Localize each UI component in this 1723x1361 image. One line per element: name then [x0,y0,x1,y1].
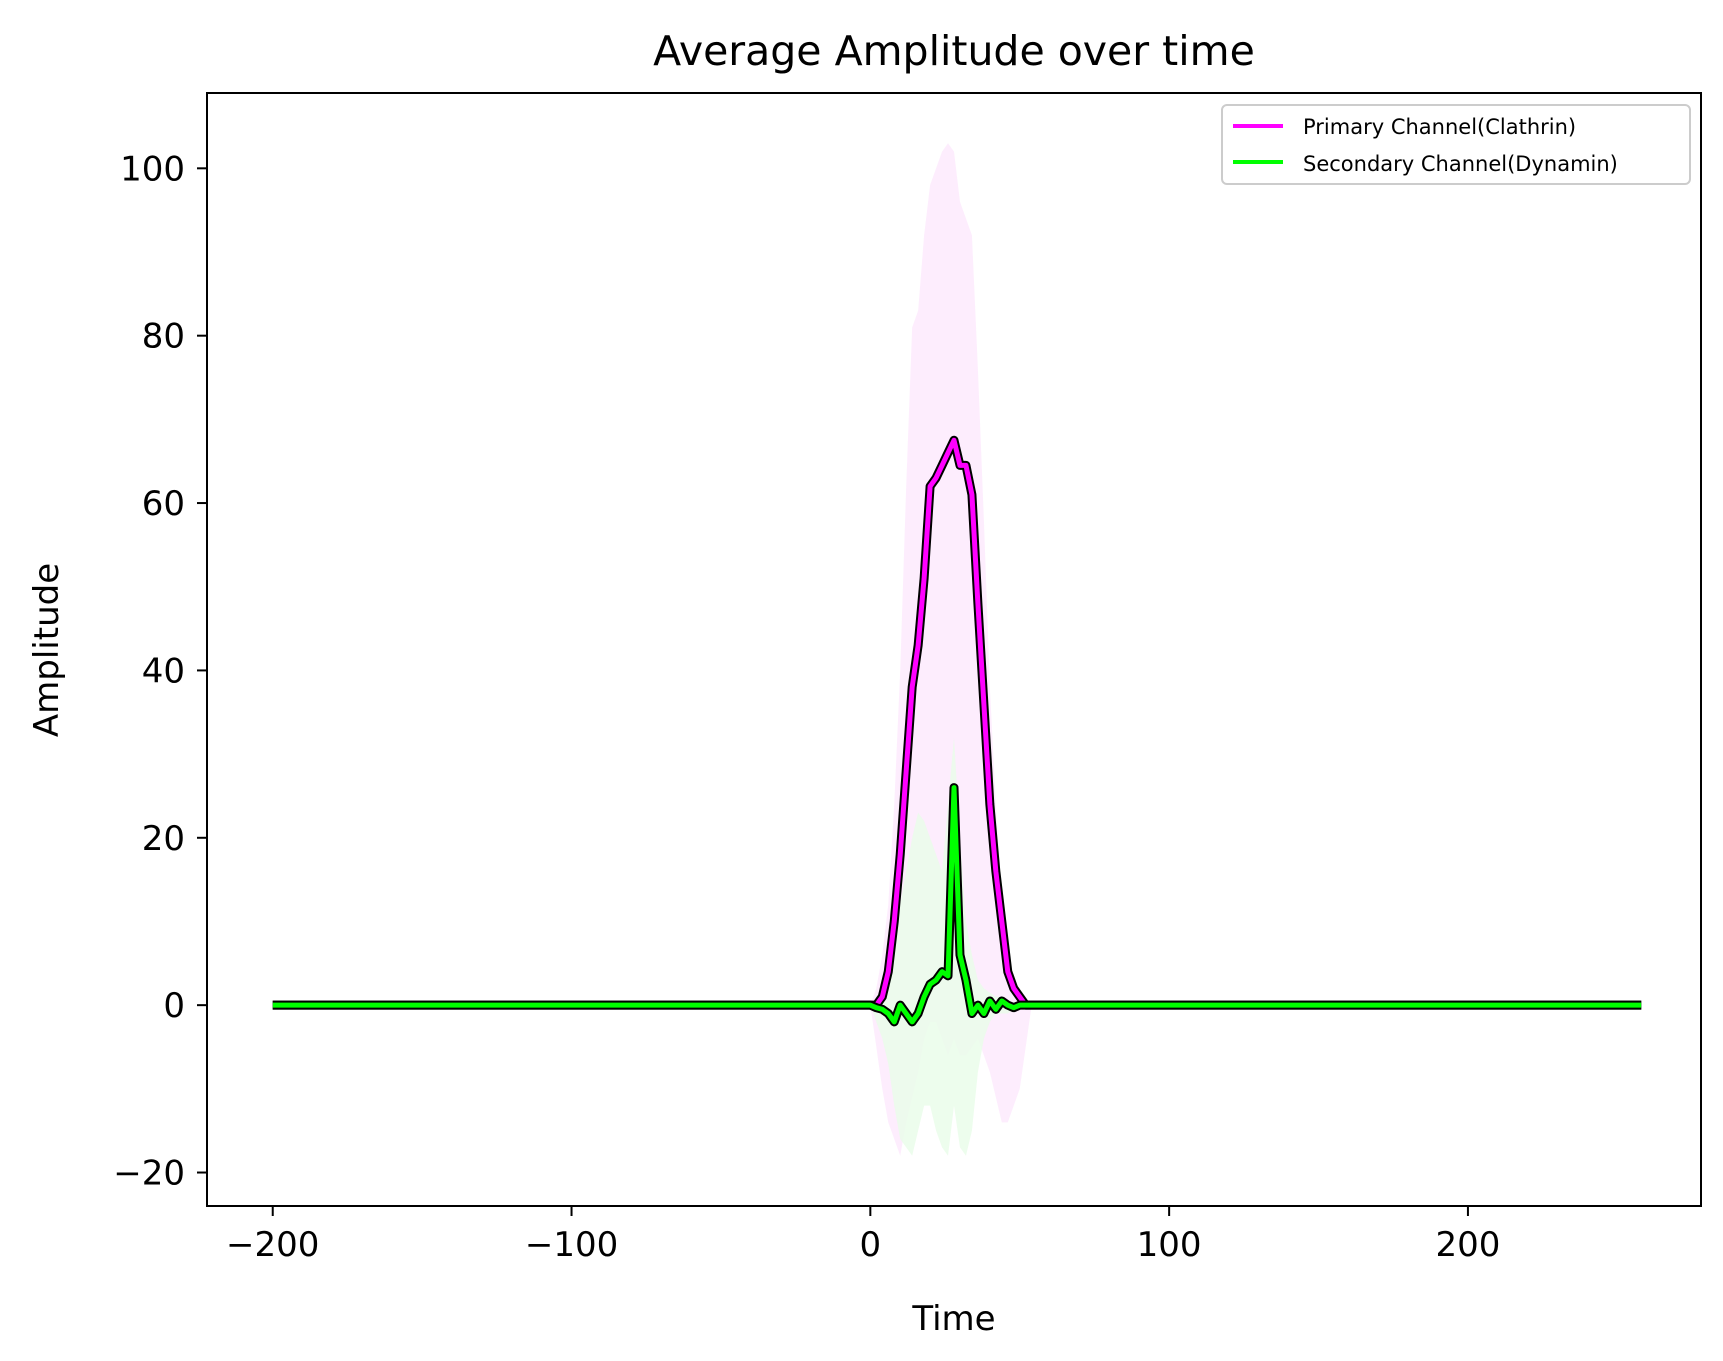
y-axis: −20 0 20 40 60 80 100 [113,149,207,1194]
y-tick-label: 80 [142,317,185,357]
y-tick-label: 100 [120,149,185,189]
y-tick-label: 40 [142,651,185,691]
primary-confidence-band [272,143,1642,1156]
legend: Primary Channel(Clathrin) Secondary Chan… [1221,104,1691,185]
y-tick-label: 20 [142,819,185,859]
legend-label-primary: Primary Channel(Clathrin) [1303,115,1576,139]
x-tick-label: 0 [860,1225,882,1265]
y-axis-label: Amplitude [27,563,67,737]
x-tick-label: −100 [525,1225,618,1265]
chart-title: Average Amplitude over time [653,27,1255,75]
plot-frame [206,92,1702,1207]
y-tick-label: 60 [142,484,185,524]
plot-area [206,92,1702,1207]
x-axis-label: Time [911,1299,995,1339]
y-tick-label: −20 [113,1154,185,1194]
x-tick-label: 100 [1137,1225,1202,1265]
legend-box [1221,104,1691,185]
secondary-channel-line [272,785,1642,1025]
legend-label-secondary: Secondary Channel(Dynamin) [1303,152,1618,176]
series-lines [272,435,1642,1027]
y-tick-label: 0 [163,986,185,1026]
x-axis: −200 −100 0 100 200 [226,1206,1500,1265]
x-tick-label: 200 [1435,1225,1500,1265]
x-tick-label: −200 [226,1225,319,1265]
